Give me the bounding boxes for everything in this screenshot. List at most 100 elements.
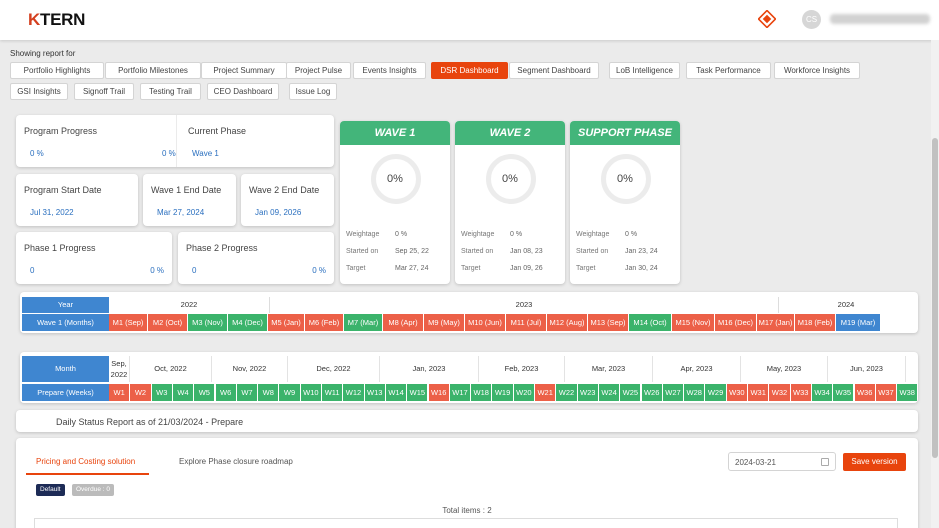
month-cell-3: Nov, 2022 (212, 356, 288, 382)
prepare-weeks-row-header: Prepare (Weeks) (22, 384, 109, 401)
ktern-logo[interactable]: KTERN (28, 10, 86, 29)
report-tab-project-summary[interactable]: Project Summary (201, 62, 287, 79)
prepare-week-18: W18 (471, 384, 492, 401)
wave-1-percent: 0% (387, 173, 403, 185)
report-tab-issue-log[interactable]: Issue Log (289, 83, 337, 100)
prepare-week-34: W34 (811, 384, 833, 401)
wave1-month-15: M15 (Nov) (672, 314, 714, 331)
report-tab-project-pulse[interactable]: Project Pulse (286, 62, 351, 79)
month-cell-7: Mar, 2023 (565, 356, 653, 382)
wave-2-started: Jan 08, 23 (510, 248, 543, 255)
wave1-end-title: Wave 1 End Date (151, 185, 222, 195)
wave2-end-card: Wave 2 End Date Jan 09, 2026 (241, 174, 334, 226)
prepare-week-27: W27 (662, 384, 684, 401)
prepare-week-30: W30 (726, 384, 747, 401)
month-cell-4: Dec, 2022 (288, 356, 380, 382)
month-cell-10: Jun, 2023 (828, 356, 906, 382)
wave1-month-6: M6 (Feb) (305, 314, 343, 331)
user-name-blurred (830, 14, 930, 24)
phase2-progress-count: 0 (192, 266, 197, 275)
wave-2-percent: 0% (502, 173, 518, 185)
prepare-week-2: W2 (130, 384, 151, 401)
report-tab-gsi-insights[interactable]: GSI Insights (10, 83, 68, 100)
report-tab-dsr-dashboard[interactable]: DSR Dashboard (431, 62, 508, 79)
user-avatar[interactable]: CS (802, 10, 821, 29)
wave-1-target: Mar 27, 24 (395, 265, 429, 272)
report-tab-testing-trail[interactable]: Testing Trail (140, 83, 201, 100)
wave1-months-timeline: Year Wave 1 (Months) 2022 2023 2024 M1 (… (20, 292, 918, 333)
report-tab-portfolio-milestones[interactable]: Portfolio Milestones (105, 62, 201, 79)
subtab-pricing-costing[interactable]: Pricing and Costing solution (36, 457, 136, 466)
wave1-month-8: M8 (Apr) (383, 314, 423, 331)
year-header: Year (22, 297, 109, 313)
wave-1-title: WAVE 1 (340, 121, 450, 145)
prepare-week-25: W25 (620, 384, 641, 401)
wave-1-started: Sep 25, 22 (395, 248, 429, 255)
month-cell-6: Feb, 2023 (479, 356, 565, 382)
wave1-month-7: M7 (Mar) (344, 314, 382, 331)
prepare-week-12: W12 (343, 384, 364, 401)
phase2-progress-percent: 0 % (312, 266, 326, 275)
prepare-week-35: W35 (833, 384, 854, 401)
scrollbar-thumb[interactable] (932, 138, 938, 458)
wave1-month-5: M5 (Jan) (268, 314, 304, 331)
total-items-label: Total items : 2 (442, 506, 492, 515)
calendar-icon[interactable] (821, 458, 829, 466)
support-phase-progress-ring (601, 154, 651, 204)
prepare-week-38: W38 (897, 384, 918, 401)
current-phase-value: Wave 1 (192, 149, 219, 158)
dsr-title: Daily Status Report as of 21/03/2024 - P… (56, 417, 244, 427)
prepare-week-36: W36 (854, 384, 875, 401)
report-tab-ceo-dashboard[interactable]: CEO Dashboard (207, 83, 279, 100)
report-tab-lob-intelligence[interactable]: LoB Intelligence (609, 62, 680, 79)
prepare-week-7: W7 (236, 384, 258, 401)
report-tab-segment-dashboard[interactable]: Segment Dashboard (509, 62, 599, 79)
prepare-week-23: W23 (577, 384, 598, 401)
default-badge[interactable]: Default (36, 484, 65, 496)
year-2023: 2023 (270, 297, 779, 313)
prepare-week-10: W10 (300, 384, 321, 401)
prepare-week-15: W15 (407, 384, 428, 401)
prepare-week-28: W28 (684, 384, 705, 401)
support-phase-title: SUPPORT PHASE (570, 121, 680, 145)
wave-2-weightage: 0 % (510, 231, 523, 238)
active-subtab-underline (26, 473, 149, 475)
subtab-explore-closure[interactable]: Explore Phase closure roadmap (179, 457, 293, 466)
wave-2-card: WAVE 2 0% Weightage 0 % Started on Jan 08,… (455, 121, 565, 284)
wave1-month-11: M11 (Jul) (506, 314, 546, 331)
program-progress-value-right: 0 % (162, 149, 176, 158)
dsr-header: Daily Status Report as of 21/03/2024 - P… (16, 410, 918, 432)
prepare-week-5: W5 (194, 384, 215, 401)
prepare-week-33: W33 (790, 384, 811, 401)
prepare-week-3: W3 (151, 384, 172, 401)
month-cell-9: May, 2023 (741, 356, 828, 382)
prepare-week-37: W37 (875, 384, 897, 401)
prepare-week-8: W8 (258, 384, 279, 401)
program-progress-value-left: 0 % (30, 149, 44, 158)
report-tab-portfolio-highlights[interactable]: Portfolio Highlights (10, 62, 104, 79)
wave2-end-title: Wave 2 End Date (249, 185, 320, 195)
support-phase-weightage: 0 % (625, 231, 638, 238)
start-date-value: Jul 31, 2022 (30, 208, 74, 217)
wave1-months-row-header: Wave 1 (Months) (22, 314, 109, 331)
prepare-week-11: W11 (322, 384, 343, 401)
prepare-week-26: W26 (641, 384, 662, 401)
month-cell-1: Sep, 2022 (109, 356, 130, 382)
support-phase-percent: 0% (617, 173, 633, 185)
overdue-badge[interactable]: Overdue : 0 (72, 484, 114, 496)
report-tab-events-insights[interactable]: Events Insights (353, 62, 426, 79)
report-tab-signoff-trail[interactable]: Signoff Trail (74, 83, 134, 100)
report-tab-task-performance[interactable]: Task Performance (686, 62, 771, 79)
save-version-button[interactable]: Save version (843, 453, 906, 471)
year-2022: 2022 (109, 297, 270, 313)
prepare-week-19: W19 (492, 384, 513, 401)
prepare-week-4: W4 (172, 384, 194, 401)
app-switcher-icon[interactable] (758, 10, 776, 28)
report-date-input[interactable]: 2024-03-21 (728, 452, 836, 471)
program-progress-card: Program Progress 0 % 0 % Current Phase W… (16, 115, 334, 167)
wave-1-weightage: 0 % (395, 231, 408, 238)
report-tab-workforce-insights[interactable]: Workforce Insights (774, 62, 860, 79)
wave1-month-17: M17 (Jan) (757, 314, 794, 331)
wave-1-card: WAVE 1 0% Weightage 0 % Started on Sep 25,… (340, 121, 450, 284)
phase2-progress-card: Phase 2 Progress 0 0 % (178, 232, 334, 284)
